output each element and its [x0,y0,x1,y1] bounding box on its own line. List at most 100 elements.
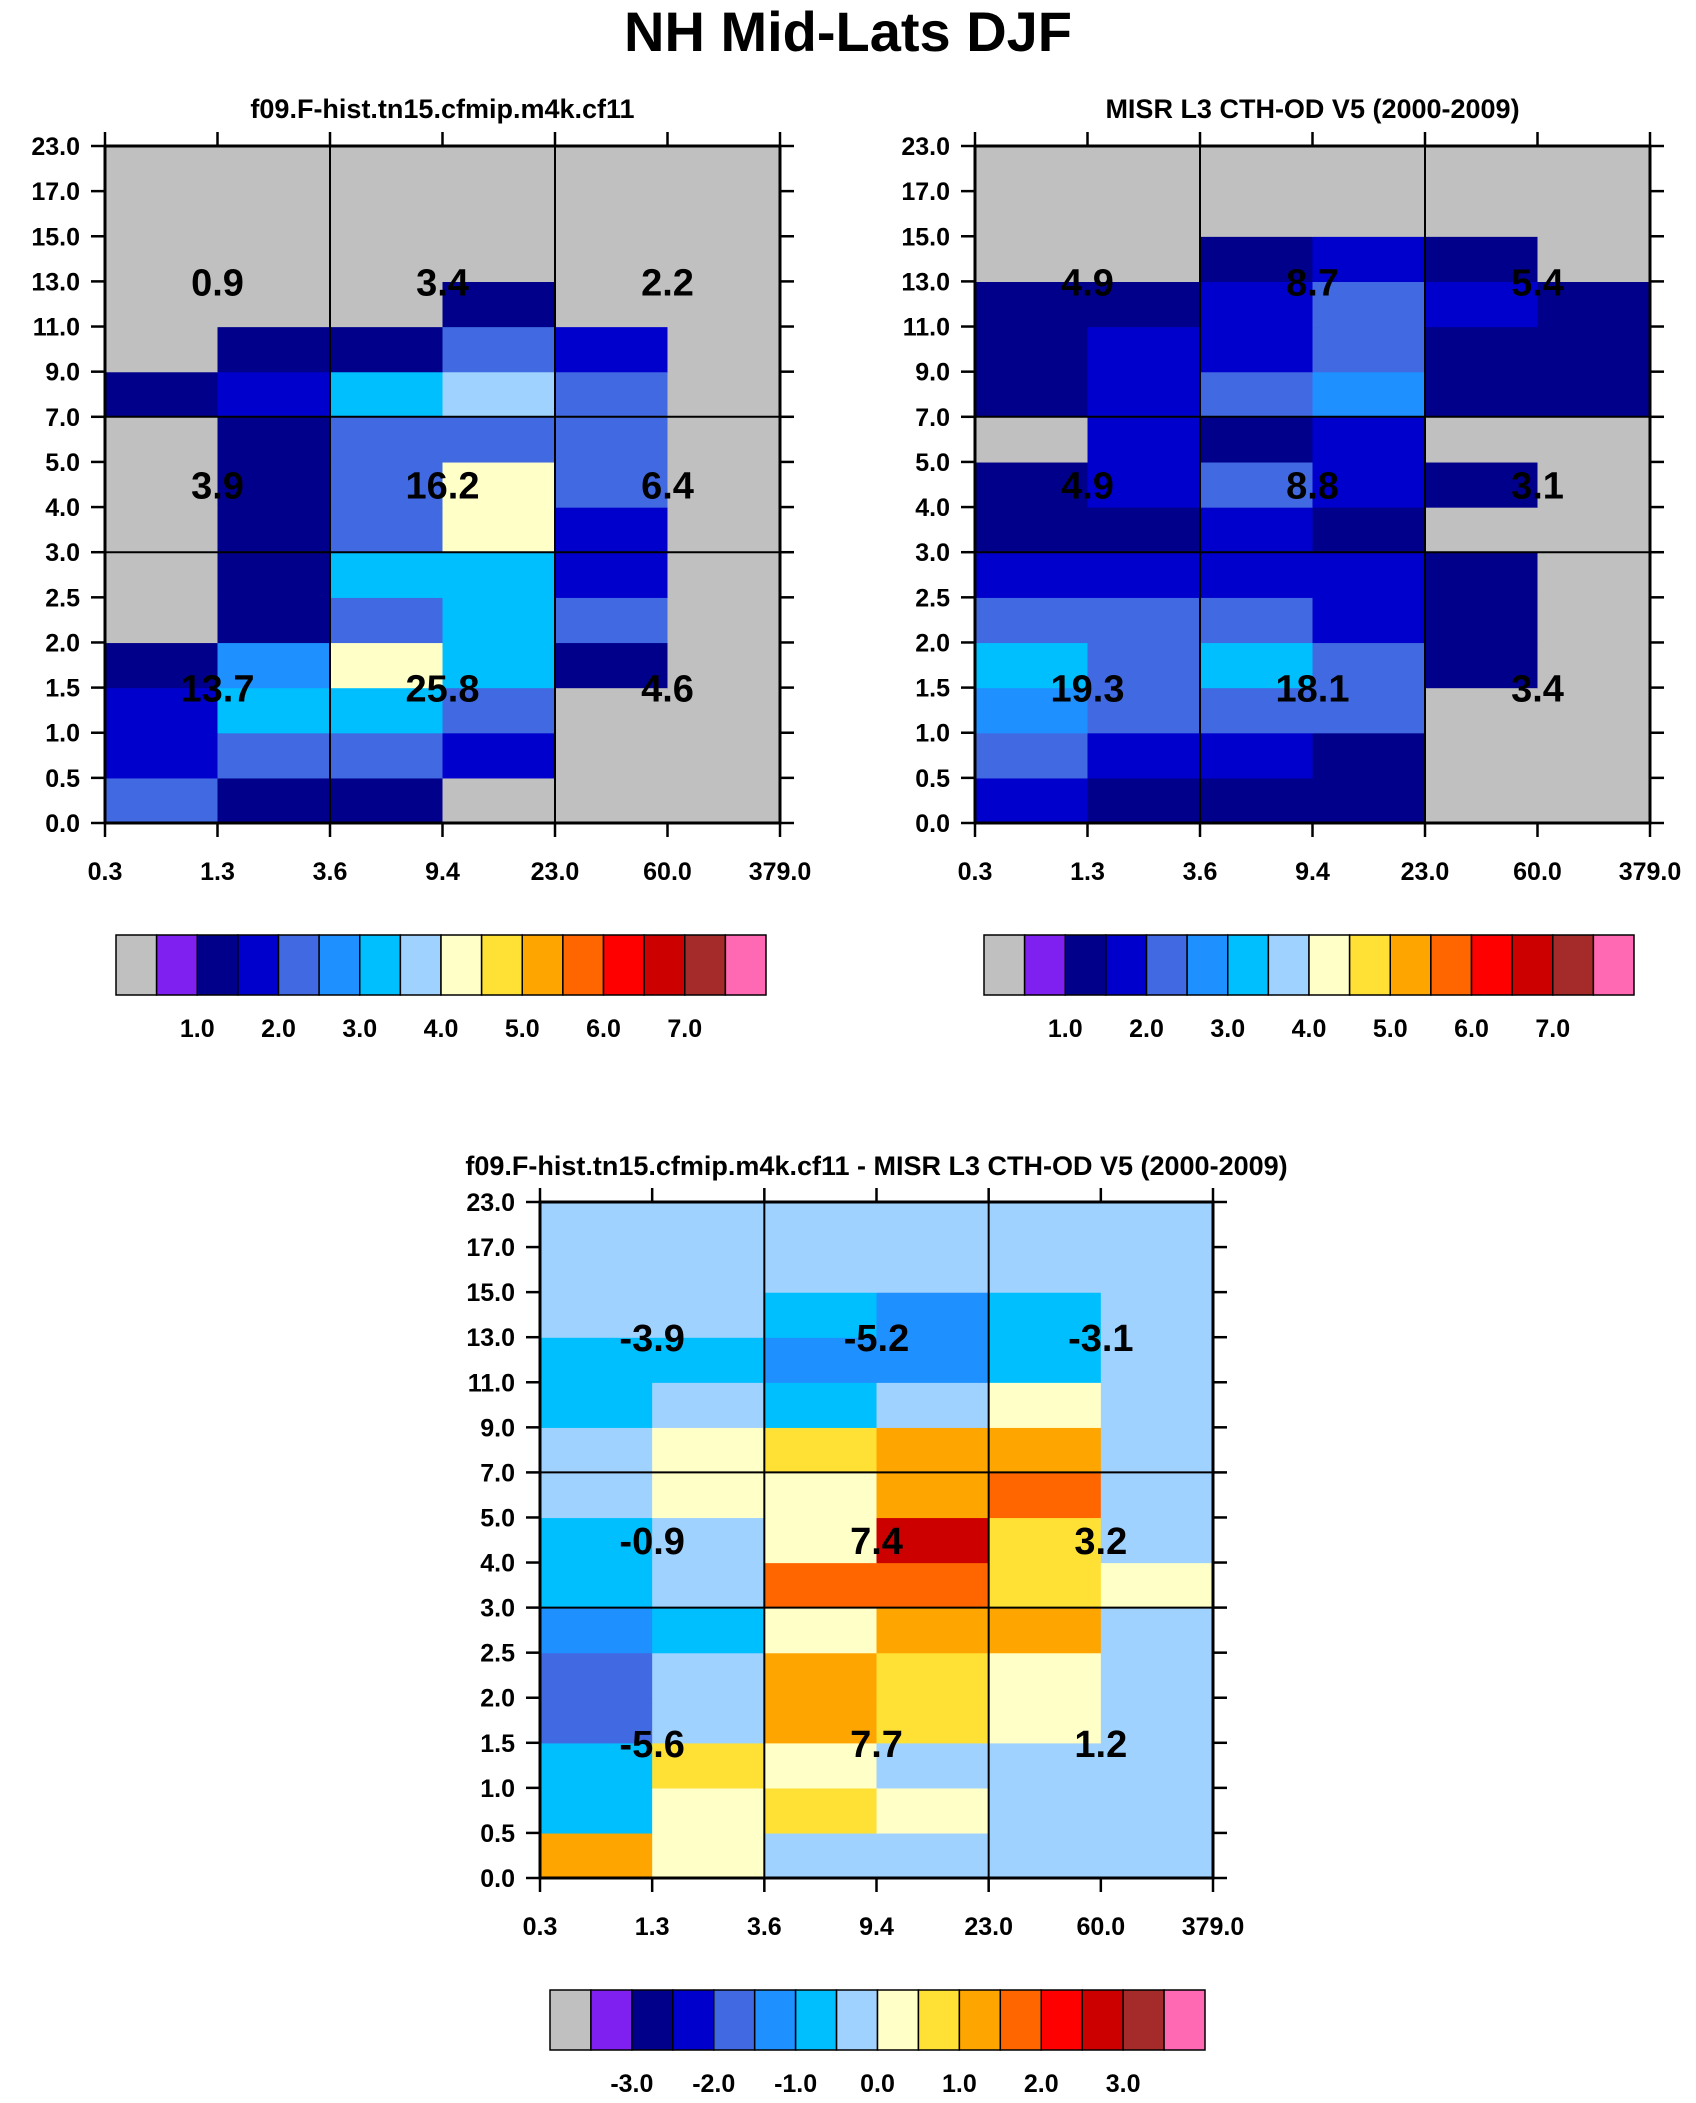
x-tick-label: 9.4 [425,858,460,886]
heatmap-cell [1200,642,1314,689]
box-sum-label: 2.2 [641,262,694,304]
heatmap-cell [1312,777,1426,824]
heatmap-cell [1200,597,1314,644]
y-tick-label: 15.0 [31,223,80,251]
colorbar-swatch [155,934,198,996]
heatmap-cell [876,1652,990,1699]
heatmap-cell [1312,146,1426,192]
heatmap-cell [652,1562,765,1609]
heatmap-cell [217,552,331,598]
heatmap-cell [975,642,1089,689]
heatmap-cell [667,597,781,644]
x-tick-label: 23.0 [531,858,580,886]
y-tick-label: 7.0 [45,404,80,432]
x-tick-label: 23.0 [964,1913,1013,1941]
heatmap-cell [1537,552,1651,598]
heatmap-cell [105,552,219,598]
x-tick-label: 9.4 [1295,858,1330,886]
heatmap-cell [975,777,1089,824]
heatmap-cell [330,642,444,689]
colorbar-swatch [794,1989,838,2051]
heatmap-cell [988,1742,1102,1789]
box-sum-label: 3.4 [416,262,469,304]
heatmap-cell [555,371,669,418]
heatmap-cell [442,461,556,508]
heatmap-cell [1087,281,1201,328]
heatmap-cell [105,236,219,282]
heatmap-cell [1312,326,1426,373]
y-tick-label: 0.5 [480,1820,515,1848]
heatmap-cell [1100,1247,1214,1293]
heatmap-cell [764,1607,878,1654]
heatmap-cell [1537,642,1651,689]
heatmap-cell [1200,552,1314,598]
heatmap-cell [764,1247,878,1293]
heatmap-cell [330,597,444,644]
x-tick-label: 60.0 [1513,858,1562,886]
heatmap-cell [1537,597,1651,644]
heatmap-cell [442,146,556,192]
heatmap-cell [105,777,219,824]
heatmap-cell [764,1382,878,1428]
colorbar-label: 6.0 [586,1015,621,1043]
heatmap-cell [1087,461,1201,508]
x-tick-label: 23.0 [1401,858,1450,886]
heatmap-cell [555,326,669,373]
colorbar-swatch [631,1989,674,2051]
x-tick-label: 60.0 [643,858,692,886]
heatmap-cell [1425,236,1539,282]
colorbar-label: -1.0 [774,2070,817,2098]
heatmap-cell [555,146,669,192]
heatmap-cell [105,461,219,508]
heatmap-cell [764,1652,878,1699]
box-sum-label: 5.4 [1511,262,1564,304]
heatmap-cell [1087,732,1201,779]
x-tick-label: 3.6 [747,1913,782,1941]
colorbar-swatch [1023,934,1066,996]
heatmap-cell [988,1517,1102,1564]
heatmap-cell [652,1652,765,1699]
colorbar-label: 2.0 [1129,1015,1164,1043]
y-tick-label: 23.0 [466,1189,515,1217]
heatmap-cell [1087,597,1201,644]
heatmap-cell [540,1652,653,1699]
heatmap-cell [540,1697,653,1744]
heatmap-cell [1100,1832,1214,1879]
heatmap-cell [876,1292,990,1338]
box-sum-label: 3.1 [1511,466,1564,508]
heatmap-cell [1087,146,1201,192]
y-tick-label: 2.5 [915,584,950,612]
heatmap-cell [555,777,669,824]
heatmap-cell [555,461,669,508]
heatmap-cell [442,552,556,598]
heatmap-cell [105,371,219,418]
heatmap-cell [1312,732,1426,779]
x-tick-label: 60.0 [1076,1913,1125,1941]
heatmap-cell [876,1202,990,1248]
y-tick-label: 5.0 [480,1504,515,1532]
heatmap-cell [876,1697,990,1744]
heatmap-cell [217,236,331,282]
heatmap-cell [540,1382,653,1428]
heatmap-cell [442,507,556,553]
heatmap-cell [988,1337,1102,1383]
heatmap-cell [1537,507,1651,553]
x-tick-label: 3.6 [1183,858,1218,886]
box-sum-label: 6.4 [641,466,694,508]
heatmap-cell [105,281,219,328]
y-tick-label: 9.0 [480,1414,515,1442]
heatmap-cell [764,1202,878,1248]
heatmap-cell [652,1742,765,1789]
heatmap-cell [1100,1202,1214,1248]
heatmap-cell [975,371,1089,418]
panel-title: MISR L3 CTH-OD V5 (2000-2009) [1105,94,1519,124]
heatmap-cell [105,597,219,644]
heatmap-cell [652,1292,765,1338]
heatmap-cell [1087,191,1201,237]
heatmap-cell [555,191,669,237]
y-tick-label: 11.0 [903,314,950,342]
heatmap-cell [652,1697,765,1744]
heatmap-cell [540,1247,653,1293]
y-tick-label: 11.0 [33,314,80,342]
